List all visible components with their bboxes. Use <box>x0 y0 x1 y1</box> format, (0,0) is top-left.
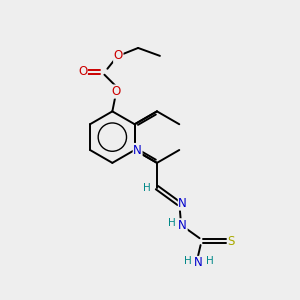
Text: N: N <box>194 256 203 269</box>
Text: N: N <box>178 197 187 210</box>
Text: H: H <box>168 218 176 228</box>
Text: O: O <box>112 85 121 98</box>
Text: H: H <box>206 256 213 266</box>
Text: S: S <box>228 235 235 248</box>
Text: H: H <box>184 256 192 266</box>
Text: N: N <box>133 143 142 157</box>
Text: N: N <box>178 219 187 232</box>
Text: O: O <box>78 65 87 78</box>
Text: O: O <box>114 50 123 62</box>
Text: H: H <box>143 183 151 193</box>
